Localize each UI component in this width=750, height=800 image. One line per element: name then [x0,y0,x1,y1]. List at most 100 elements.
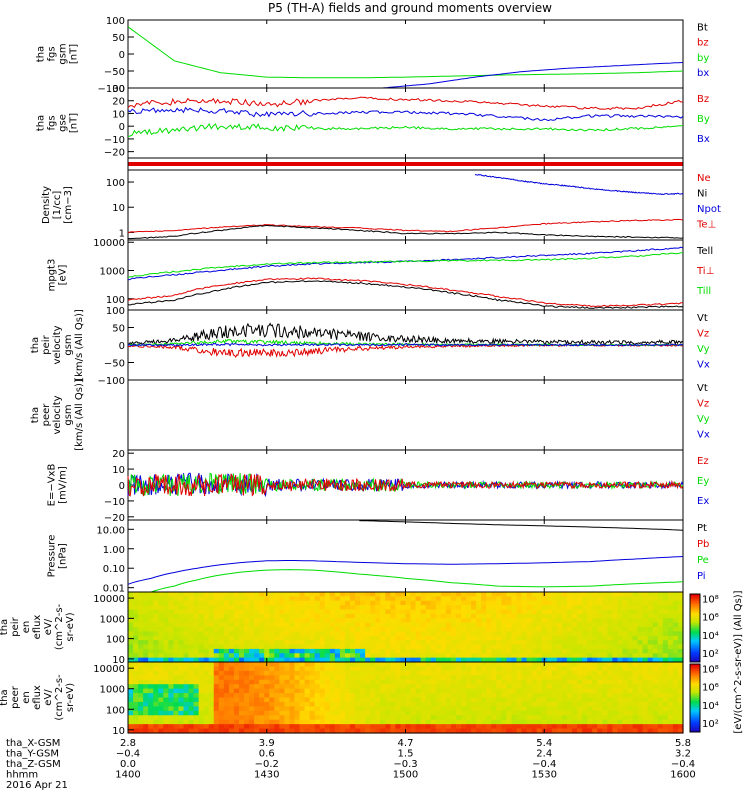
heatmap-cell [249,706,255,712]
heatmap-cell [471,679,477,685]
heatmap-cell [471,728,477,734]
heatmap-cell [138,648,144,654]
heatmap-cell [213,697,220,703]
heatmap-cell [551,635,558,641]
heatmap-cell [264,697,270,703]
y-axis-label-line: gsm [63,334,74,355]
heatmap-cell [461,631,467,637]
heatmap-cell [420,605,427,611]
heatmap-cell [299,684,306,690]
heatmap-cell [572,613,578,619]
heatmap-cell [244,600,250,606]
heatmap-cell [400,666,407,672]
heatmap-cell [461,675,467,681]
colorbar-tick-label: 10² [702,649,719,660]
heatmap-cell [133,701,139,707]
heatmap-cell [471,609,477,615]
heatmap-cell [546,675,553,681]
legend-label: Pt [697,523,707,534]
heatmap-cell [254,684,260,690]
heatmap-cell [289,719,296,725]
heatmap-cell [370,706,376,712]
heatmap-cell [466,697,472,703]
heatmap-cell [269,596,275,602]
heatmap-cell [249,600,255,606]
heatmap-cell [526,715,533,721]
heatmap-cell [561,701,568,707]
heatmap-cell [163,600,169,606]
heatmap-cell [662,675,669,681]
heatmap-cell [551,666,558,672]
heatmap-cell [299,693,306,699]
heatmap-cell [274,719,280,725]
heatmap-cell [405,719,412,725]
heatmap-cell [607,706,613,712]
heatmap-cell [612,724,619,730]
heatmap-cell [430,605,437,611]
heatmap-cell [289,644,296,650]
heatmap-cell [304,648,311,654]
heatmap-cell [617,635,624,641]
heatmap-cell [536,609,543,615]
heatmap-cell [218,635,225,641]
heatmap-cell [168,662,175,668]
heatmap-cell [556,605,563,611]
heatmap-cell [294,710,301,716]
heatmap-cell [486,701,492,707]
heatmap-cell [612,679,619,685]
heatmap-cell [627,706,634,712]
legend-label: Vy [697,344,710,355]
heatmap-cell [461,622,467,628]
heatmap-cell [380,666,386,672]
heatmap-cell [400,662,407,668]
heatmap-cell [430,662,437,668]
heatmap-cell [677,618,684,624]
heatmap-cell [647,706,654,712]
heatmap-cell [294,675,301,681]
heatmap-cell [627,688,634,694]
heatmap-cell [551,592,558,597]
heatmap-cell [516,675,523,681]
panel-frame [127,19,684,89]
heatmap-cell [607,622,613,628]
heatmap-cell [516,609,523,615]
heatmap-cell [516,648,523,654]
heatmap-cell [607,697,613,703]
heatmap-cell [415,657,422,663]
y-tick-label: 100 [106,705,125,716]
heatmap-cell [148,701,154,707]
heatmap-cell [561,710,568,716]
heatmap-cell [259,728,265,734]
heatmap-cell [561,684,568,690]
x-axis-value: −0.3 [393,759,417,770]
heatmap-cell [148,627,154,632]
y-tick-label: 1000 [100,266,125,277]
heatmap-cell [203,662,210,668]
heatmap-cell [304,697,311,703]
heatmap-cell [365,609,371,615]
heatmap-cell [183,693,190,699]
heatmap-cell [481,728,487,734]
heatmap-cell [390,697,397,703]
heatmap-cell [607,613,613,619]
heatmap-cell [617,631,624,637]
heatmap-cell [582,666,588,672]
heatmap-cell [324,688,331,694]
heatmap-cell [455,688,462,694]
heatmap-cell [566,728,573,734]
y-axis-label-line: gsm [63,404,74,425]
heatmap-cell [350,605,356,611]
heatmap-cell [158,679,164,685]
heatmap-cell [667,613,674,619]
heatmap-cell [572,706,578,712]
heatmap-cell [501,640,508,646]
heatmap-cell [445,688,452,694]
heatmap-cell [592,728,598,734]
heatmap-cell [360,618,366,624]
heatmap-cell [647,666,654,672]
heatmap-cell [592,592,598,597]
heatmap-cell [546,635,553,641]
legend-label: Pe [697,555,709,566]
heatmap-cell [582,618,588,624]
heatmap-cell [360,724,366,730]
